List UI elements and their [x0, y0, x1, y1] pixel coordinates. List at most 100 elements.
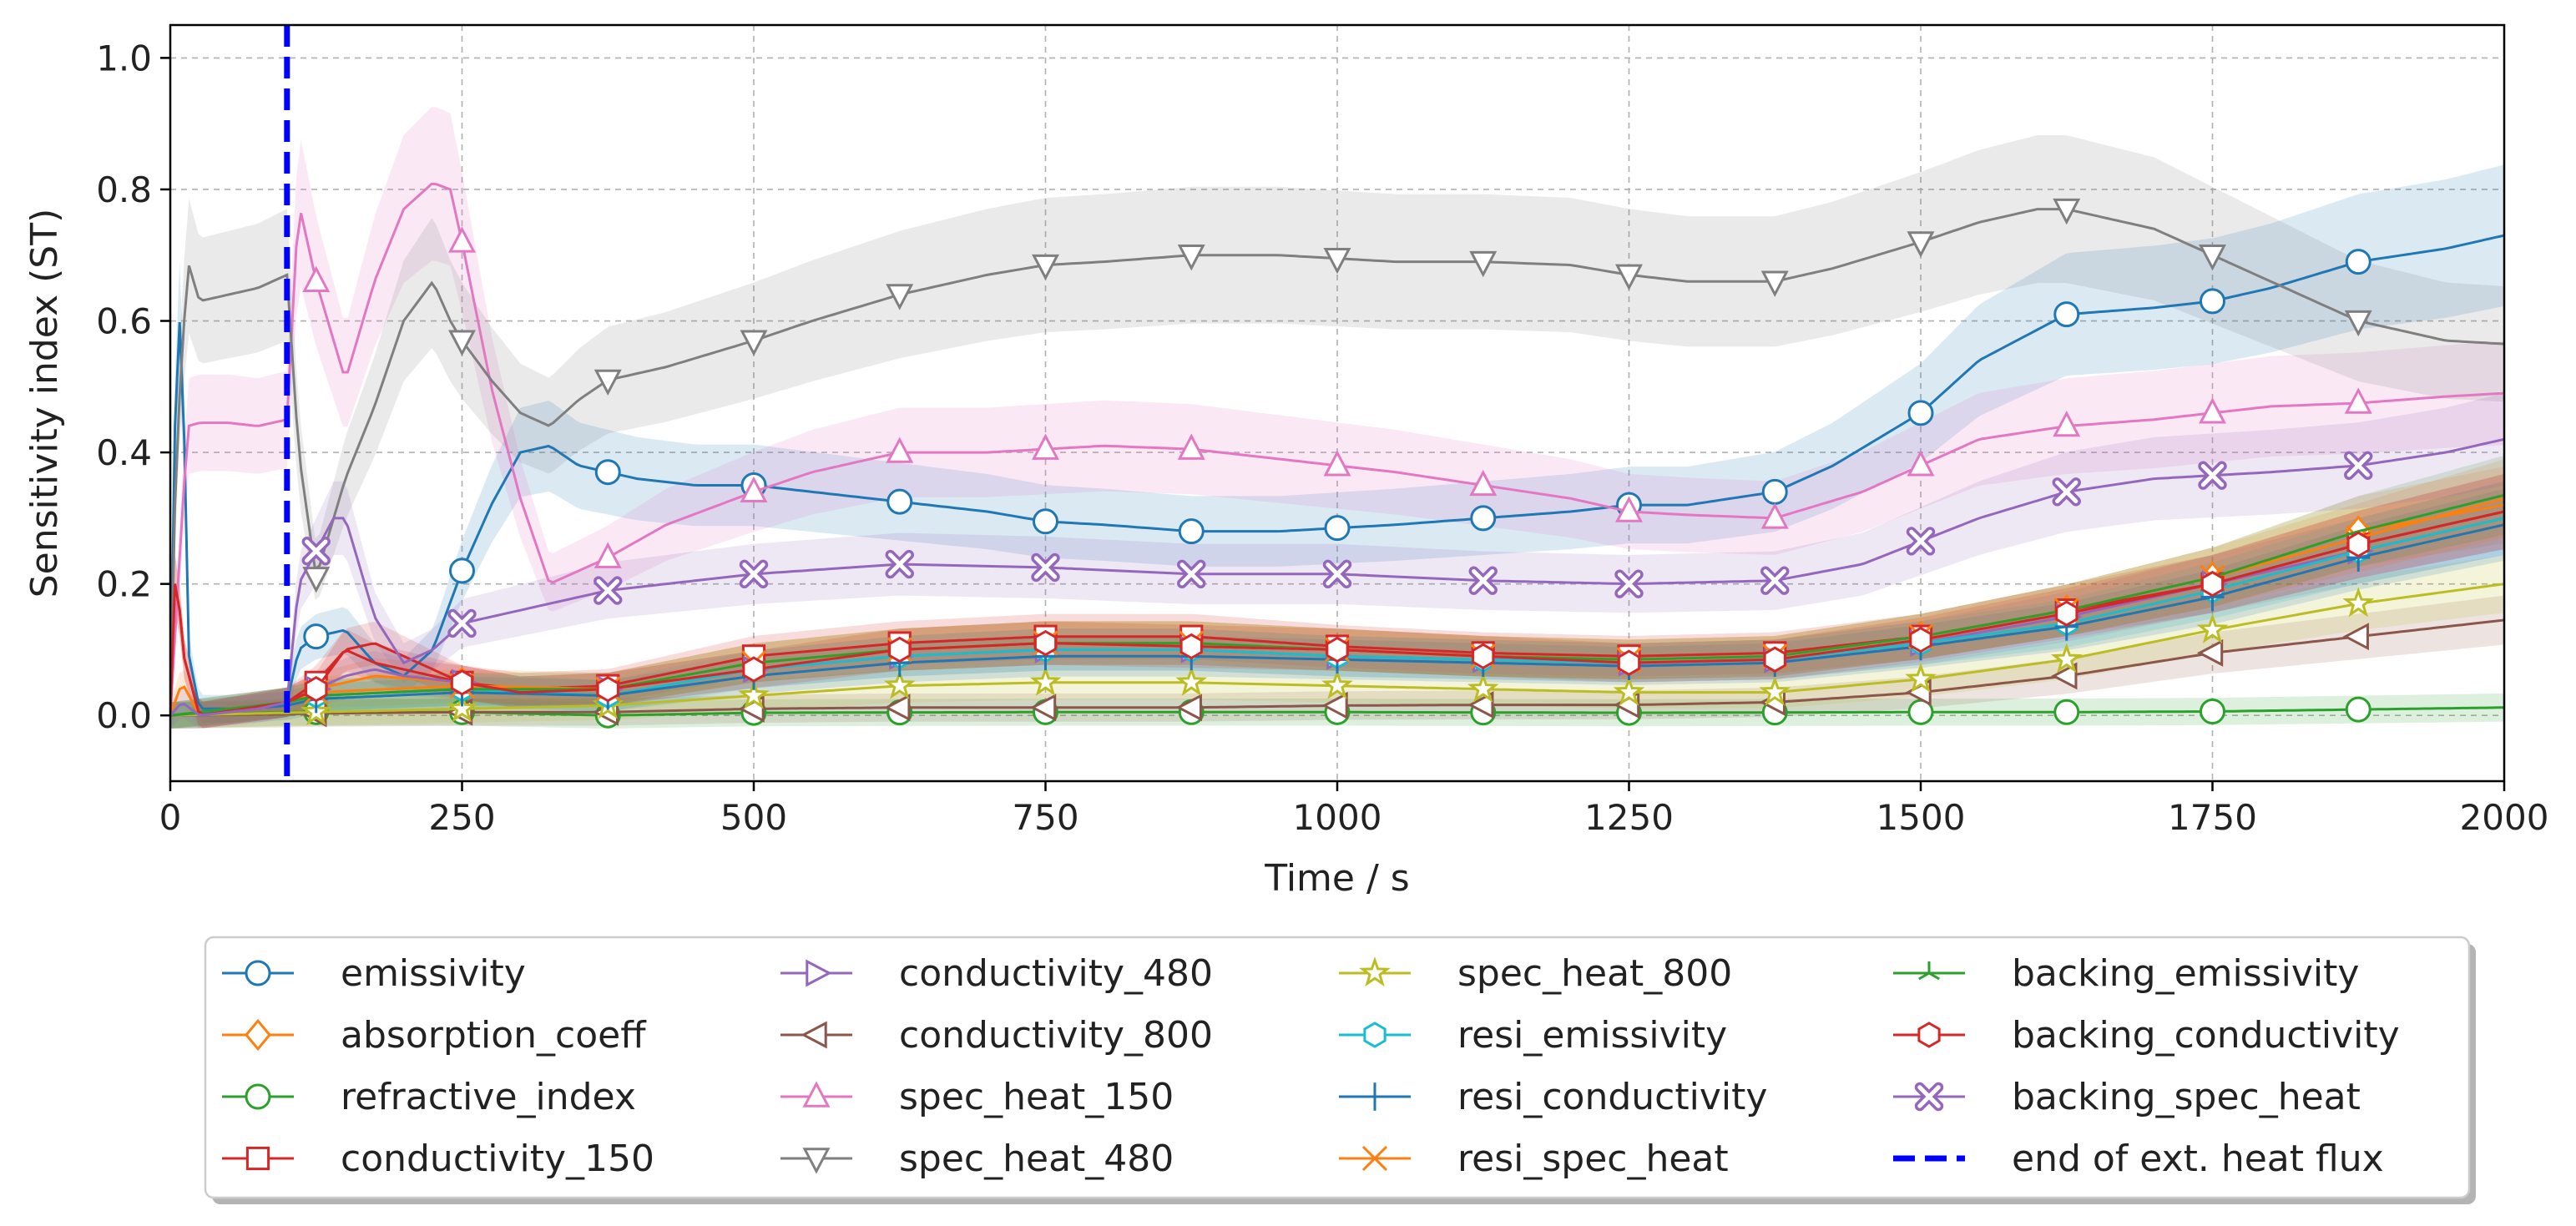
series-spec_heat_480	[170, 198, 2504, 716]
point-emissivity	[594, 459, 621, 486]
point-backing_spec_heat	[2052, 477, 2081, 507]
legend-marker-conductivity_800	[801, 1021, 827, 1049]
series-backing_spec_heat	[170, 437, 2504, 717]
point-spec_heat_480	[1907, 231, 1935, 258]
point-emissivity	[303, 623, 330, 650]
point-spec_heat_150	[740, 476, 768, 503]
point-spec_heat_480	[886, 284, 914, 310]
legend-marker-conductivity_150	[245, 1146, 270, 1171]
legend-marker-absorption_coeff	[245, 1018, 271, 1052]
point-backing_conductivity	[450, 669, 474, 696]
legend-item: emissivity	[222, 952, 526, 995]
point-backing_spec_heat	[1906, 527, 1936, 556]
point-backing_conductivity	[1617, 649, 1641, 676]
point-spec_heat_150	[1615, 496, 1643, 522]
point-spec_heat_800	[446, 692, 478, 723]
point-spec_heat_150	[593, 542, 622, 568]
legend-label: resi_spec_heat	[1457, 1138, 1729, 1180]
y-tick-label: 0.4	[96, 432, 152, 473]
y-tick-label: 1.0	[96, 38, 152, 78]
point-backing_conductivity	[2200, 570, 2225, 598]
point-spec_heat_150	[886, 436, 914, 463]
point-conductivity_800	[1321, 691, 1348, 719]
legend-marker-emissivity	[245, 960, 271, 986]
point-spec_heat_800	[1613, 675, 1645, 706]
point-emissivity	[1761, 478, 1788, 505]
point-spec_heat_150	[448, 226, 476, 253]
point-backing_spec_heat	[1031, 552, 1060, 583]
point-spec_heat_150	[1177, 433, 1205, 460]
point-backing_conductivity	[2346, 531, 2370, 558]
point-spec_heat_150	[302, 265, 331, 292]
point-spec_heat_480	[2344, 310, 2372, 337]
point-backing_conductivity	[1033, 629, 1058, 657]
legend-item: backing_emissivity	[1893, 952, 2359, 995]
legend-marker-refractive_index	[245, 1083, 271, 1110]
legend-label: backing_spec_heat	[2012, 1076, 2361, 1118]
point-backing_spec_heat	[1322, 559, 1352, 589]
point-emissivity	[886, 488, 913, 515]
point-spec_heat_800	[1905, 663, 1937, 693]
legend-marker-spec_heat_800	[1359, 956, 1391, 987]
point-spec_heat_480	[740, 330, 768, 356]
legend-label: resi_emissivity	[1457, 1014, 1727, 1057]
point-backing_spec_heat	[885, 549, 914, 579]
point-spec_heat_480	[1323, 247, 1351, 275]
legend-label: absorption_coeff	[341, 1014, 647, 1057]
point-backing_spec_heat	[2344, 451, 2373, 481]
point-emissivity	[1033, 508, 1058, 535]
y-tick-label: 0.2	[96, 564, 152, 605]
point-spec_heat_150	[1032, 433, 1059, 460]
legend-marker-spec_heat_150	[802, 1081, 831, 1107]
point-spec_heat_480	[593, 369, 622, 396]
point-spec_heat_480	[2199, 245, 2226, 271]
legend-label: emissivity	[341, 952, 526, 995]
legend-marker-conductivity_480	[806, 959, 832, 987]
point-backing_conductivity	[1326, 636, 1349, 663]
legend-item: spec_heat_150	[780, 1076, 1174, 1118]
point-spec_heat_800	[2050, 643, 2083, 674]
point-spec_heat_800	[1175, 665, 1208, 696]
point-spec_heat_480	[448, 330, 476, 356]
legend-item: conductivity_800	[780, 1014, 1213, 1057]
legend-item: refractive_index	[222, 1076, 636, 1118]
point-spec_heat_150	[1907, 450, 1935, 477]
point-backing_conductivity	[742, 656, 765, 683]
legend-label: conductivity_800	[899, 1014, 1213, 1057]
y-tick-label: 0.6	[96, 301, 152, 342]
point-spec_heat_480	[302, 567, 331, 593]
series-lines	[170, 182, 2504, 729]
point-backing_conductivity	[2055, 600, 2078, 627]
point-spec_heat_800	[1029, 665, 1062, 696]
legend-label: spec_heat_800	[1457, 952, 1732, 995]
series-spec_heat_150	[170, 182, 2504, 716]
series-emissivity	[170, 234, 2504, 716]
legend-label: refractive_index	[341, 1076, 636, 1118]
legend-item: resi_emissivity	[1339, 1014, 1727, 1057]
legend-label: backing_emissivity	[2012, 952, 2359, 995]
legend-label: spec_heat_150	[899, 1076, 1174, 1118]
x-tick-label: 500	[720, 797, 787, 838]
point-backing_spec_heat	[1468, 566, 1498, 595]
x-tick-label: 1000	[1293, 797, 1382, 838]
point-backing_conductivity	[888, 636, 912, 663]
point-spec_heat_800	[883, 668, 916, 699]
x-tick-label: 1250	[1584, 797, 1674, 838]
point-conductivity_800	[2342, 623, 2369, 651]
x-tick-label: 2000	[2460, 797, 2549, 838]
legend-item: backing_conductivity	[1893, 1014, 2400, 1057]
legend: emissivity absorption_coeff refractive_ind…	[204, 936, 2476, 1204]
point-emissivity	[1470, 505, 1497, 532]
y-tick-label: 0.8	[96, 169, 152, 210]
legend-label: conductivity_150	[341, 1138, 654, 1180]
x-tick-label: 750	[1012, 797, 1078, 838]
x-axis-label: Time / s	[1264, 857, 1409, 900]
point-spec_heat_480	[1032, 254, 1059, 281]
point-spec_heat_800	[1759, 675, 1791, 706]
point-emissivity	[2053, 301, 2080, 328]
legend-item: absorption_coeff	[222, 1014, 647, 1057]
legend-item: spec_heat_480	[780, 1138, 1174, 1180]
legend-marker-resi_spec_heat	[1361, 1145, 1388, 1172]
legend-label: end of ext. heat flux	[2012, 1138, 2384, 1180]
